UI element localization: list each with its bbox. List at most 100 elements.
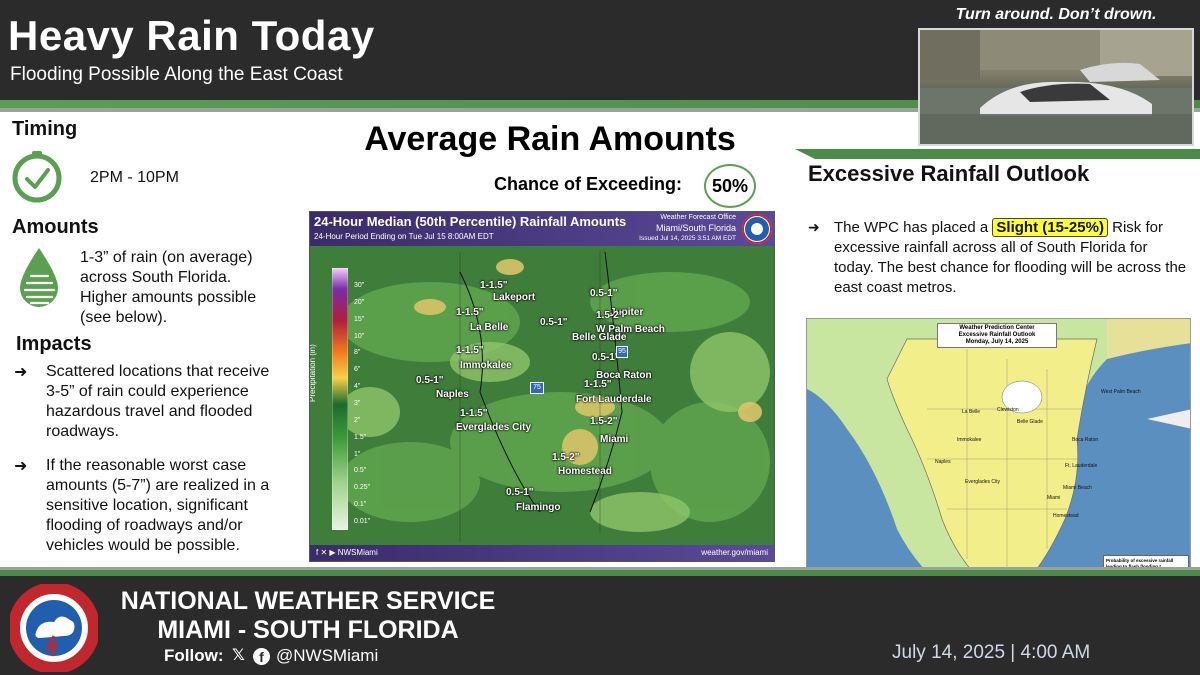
city-amount: 0.5-1"	[540, 317, 568, 328]
clock-icon	[10, 150, 64, 209]
city-name: Lakeport	[493, 292, 536, 303]
follow-label: Follow:	[164, 646, 224, 665]
city-amount: 1-1.5"	[456, 307, 484, 318]
nws-mini-logo	[742, 214, 772, 244]
city-name: W Palm Beach	[596, 324, 665, 335]
city-name: La Belle	[470, 322, 509, 333]
precip-axis-label: Precipitation (in)	[309, 344, 317, 402]
facebook-icon[interactable]: f	[253, 648, 270, 665]
ero-city: Clewiston	[997, 407, 1019, 413]
rainfall-map-title: 24-Hour Median (50th Percentile) Rainfal…	[314, 214, 627, 229]
legend-tick: 0.01"	[354, 518, 371, 525]
city-name: Immokalee	[460, 360, 512, 371]
ero-city: Miami	[1047, 495, 1061, 501]
raindrop-icon	[14, 246, 64, 315]
center-title: Average Rain Amounts	[364, 120, 736, 158]
office-url: weather.gov/miami	[701, 548, 768, 557]
ero-city: Belle Glade	[1017, 419, 1043, 425]
ero-title: Excessive Rainfall Outlook	[808, 161, 1090, 186]
city-amount: 1.5-2"	[590, 416, 618, 427]
x-social-icon[interactable]: 𝕏	[232, 647, 245, 664]
slogan: Turn around. Don’t drown.	[955, 6, 1157, 23]
legend-tick: 0.1"	[354, 501, 367, 509]
highway-95-shield: 95	[616, 346, 628, 358]
legend-tick: 1"	[354, 450, 361, 458]
city-name: Homestead	[558, 466, 612, 477]
city-name: Jupiter	[610, 307, 644, 318]
rainfall-map-banner: 24-Hour Median (50th Percentile) Rainfal…	[310, 212, 774, 246]
bullet-arrow-icon: ➜	[14, 458, 28, 475]
ero-city: Naples	[935, 459, 951, 465]
legend-tick: 0.25"	[354, 484, 371, 492]
legend-tick: 1.5"	[354, 433, 367, 441]
city-amount: 0.5-1"	[590, 288, 618, 299]
issued-time: Issued Jul 14, 2025 3:51 AM EDT	[639, 235, 736, 242]
page-subtitle: Flooding Possible Along the East Coast	[10, 64, 343, 85]
bullet-arrow-icon: ➜	[808, 219, 820, 235]
city-amount: 0.5-1"	[506, 487, 534, 498]
header-divider-grey	[0, 108, 1200, 112]
timing-value: 2PM - 10PM	[90, 169, 179, 186]
page-title: Heavy Rain Today	[8, 12, 375, 59]
city-amount: 1-1.5"	[480, 280, 508, 291]
footer-divider	[0, 570, 1200, 576]
ero-city: Boca Raton	[1072, 437, 1099, 443]
rainfall-map-period: 24-Hour Period Ending on Tue Jul 15 8:00…	[314, 232, 494, 241]
city-amount: 0.5-1"	[416, 375, 444, 386]
city-name: Naples	[436, 389, 469, 400]
rainfall-map-footer: f ✕ ▶ NWSMiami weather.gov/miami	[310, 545, 774, 561]
city-amount: 1-1.5"	[460, 408, 488, 419]
city-amount: 1-1.5"	[456, 345, 484, 356]
city-name: Fort Lauderdale	[576, 394, 652, 405]
legend-tick: 2"	[354, 416, 361, 424]
right-divider	[795, 146, 1200, 159]
city-name: Belle Glade	[572, 332, 627, 343]
city-amount: 1.5-2"	[552, 452, 580, 463]
amounts-heading: Amounts	[12, 216, 99, 238]
city-name: Miami	[600, 434, 629, 445]
legend-tick: 20"	[354, 298, 365, 306]
ero-map: Weather Prediction Center Excessive Rain…	[806, 318, 1191, 604]
highway-75-shield: 75	[530, 382, 544, 394]
social-handle-small: f ✕ ▶ NWSMiami	[316, 548, 378, 557]
precip-legend-bar	[331, 267, 349, 531]
impact-bullet-1: Scattered locations that receive 3-5” of…	[46, 363, 270, 440]
legend-tick: 8"	[354, 349, 361, 357]
ero-map-header: Weather Prediction Center Excessive Rain…	[937, 323, 1057, 348]
footer-bar	[0, 576, 1200, 675]
nws-logo	[8, 582, 100, 674]
ero-city: Ft. Lauderdale	[1065, 463, 1098, 469]
ero-city: West Palm Beach	[1101, 389, 1141, 395]
office-name: Miami/South Florida	[655, 223, 736, 233]
legend-tick: 30"	[354, 282, 365, 289]
city-name: Flamingo	[516, 502, 561, 513]
social-handle[interactable]: @NWSMiami	[276, 646, 379, 665]
ero-description: The WPC has placed a Slight (15-25%) Ris…	[834, 218, 1187, 296]
bullet-arrow-icon: ➜	[14, 364, 28, 381]
legend-tick: 3"	[354, 400, 361, 407]
impacts-heading: Impacts	[16, 333, 92, 355]
office-label: Weather Forecast Office	[660, 214, 736, 221]
timing-heading: Timing	[12, 118, 78, 140]
social-icons: f ✕ ▶	[316, 548, 338, 557]
exceed-label: Chance of Exceeding:	[494, 174, 683, 194]
legend-tick: 10"	[354, 332, 365, 340]
city-name: Everglades City	[456, 422, 532, 433]
ero-city: Miami Beach	[1063, 485, 1092, 491]
legend-tick: 6"	[354, 366, 361, 374]
amounts-text: 1-3” of rain (on average) across South F…	[80, 249, 257, 326]
city-name: Boca Raton	[596, 370, 652, 381]
issue-date: July 14, 2025 | 4:00 AM	[892, 642, 1091, 663]
office-name-footer: NATIONAL WEATHER SERVICE MIAMI - SOUTH F…	[120, 587, 496, 644]
exceed-value: 50%	[704, 164, 756, 208]
slight-risk-badge: Slight (15-25%)	[992, 218, 1108, 237]
city-amount: 1.5-2"	[596, 310, 624, 321]
legend-tick: 0.5"	[354, 467, 367, 475]
ero-city: Homestead	[1053, 513, 1079, 519]
legend-tick: 4"	[354, 383, 361, 391]
ero-city: Everglades City	[965, 479, 1001, 485]
legend-tick: 15"	[354, 315, 365, 323]
footer-divider-grey	[0, 567, 1200, 570]
header-divider	[0, 100, 1200, 108]
impact-bullet-2: If the reasonable worst case amounts (5-…	[46, 457, 270, 554]
